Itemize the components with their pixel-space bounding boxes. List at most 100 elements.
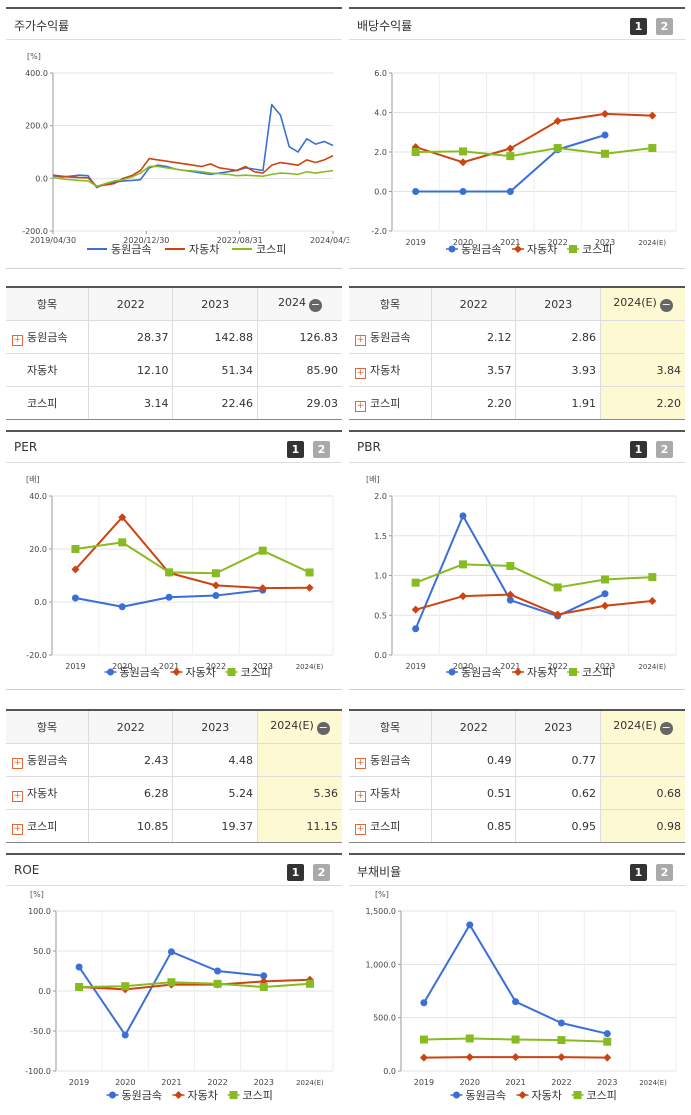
expand-icon[interactable]: + xyxy=(12,334,23,346)
y-tick-label: 2.0 xyxy=(374,492,387,501)
x-tick-label: 2019 xyxy=(414,1078,434,1087)
chart-area: [배] 2.0 1.5 1.0 0.5 0.0 2019 2020 2021 2022 2023 20… xyxy=(349,461,685,690)
data-point-auto xyxy=(601,109,609,118)
data-point-auto xyxy=(603,1053,612,1062)
data-point-company xyxy=(603,1030,611,1038)
panel-per: PER 1 2 [배] 40.0 20.0 0.0 -20.0 2019 2020 2021 2… xyxy=(6,430,342,690)
legend-marker-company xyxy=(453,1091,460,1099)
expand-icon[interactable]: + xyxy=(355,757,366,769)
x-tick-label: 2023 xyxy=(254,1078,274,1087)
page-2-button[interactable]: 2 xyxy=(656,441,673,458)
series-line-kospi xyxy=(52,165,334,188)
expand-icon[interactable]: + xyxy=(355,400,366,412)
column-header: 2023 xyxy=(515,709,601,744)
x-tick-label: 2023 xyxy=(595,662,615,671)
row-name-cell: + 자동차 xyxy=(349,776,432,810)
data-point-kospi xyxy=(419,1035,428,1044)
data-point-company xyxy=(420,999,428,1007)
y-tick-label: 1.0 xyxy=(374,572,387,581)
data-point-kospi xyxy=(603,1037,612,1046)
x-tick-label: 2022 xyxy=(206,662,226,671)
y-tick-label: 400.0 xyxy=(25,69,48,78)
y-tick-label: 100.0 xyxy=(28,907,51,916)
page-1-button[interactable]: 1 xyxy=(287,441,304,458)
page-2-button[interactable]: 2 xyxy=(313,441,330,458)
x-tick-label: 2021 xyxy=(500,662,520,671)
page-2-button[interactable]: 2 xyxy=(313,864,330,881)
expand-icon[interactable]: + xyxy=(12,757,23,769)
legend-label: 코스피 xyxy=(587,1089,617,1102)
value-cell: 3.84 xyxy=(599,353,685,387)
expand-icon[interactable]: + xyxy=(355,790,366,802)
y-tick-label: 40.0 xyxy=(29,492,47,501)
page-1-button[interactable]: 1 xyxy=(630,18,647,35)
row-name: 동원금속 xyxy=(370,330,411,344)
data-point-company xyxy=(214,967,222,975)
panel-debt: 부채비율 1 2 [%] 1,500.0 1,000.0 500.0 0.0 2019 20… xyxy=(349,853,685,1111)
value-cell: 51.34 xyxy=(172,353,258,387)
legend-marker-kospi xyxy=(569,668,577,676)
expand-icon[interactable]: + xyxy=(355,367,366,379)
y-tick-label: -200.0 xyxy=(22,227,48,236)
page-1-button[interactable]: 1 xyxy=(630,441,647,458)
table-row: 코스피 3.14 22.46 29.03 xyxy=(6,386,342,420)
value-cell: 0.95 xyxy=(515,809,601,843)
legend-marker-auto xyxy=(172,668,181,676)
page-1-button[interactable]: 1 xyxy=(630,864,647,881)
series-line-kospi xyxy=(79,981,310,988)
value-cell: 0.49 xyxy=(430,743,516,777)
row-name: 자동차 xyxy=(370,786,401,800)
panel-header: 주가수익률 xyxy=(6,7,342,40)
y-tick-label: 200.0 xyxy=(25,122,48,131)
data-point-company xyxy=(506,188,514,195)
data-point-kospi xyxy=(601,575,609,584)
collapse-icon[interactable]: − xyxy=(659,721,673,735)
expand-icon[interactable]: + xyxy=(12,790,23,802)
legend-marker-company xyxy=(448,245,456,253)
row-name: 코스피 xyxy=(27,397,58,410)
value-cell: 3.57 xyxy=(430,353,516,387)
expand-icon[interactable]: + xyxy=(12,823,23,835)
debt-ratio-chart: [%] 1,500.0 1,000.0 500.0 0.0 2019 2020 2021 202… xyxy=(365,890,677,1102)
column-header: 2024(E) − xyxy=(599,286,685,321)
stock-return-table: 항목 2022 2023 2024− + 동원금속 28.37 142.88 126.83 자동차… xyxy=(6,286,342,420)
value-cell: 2.86 xyxy=(515,320,601,354)
value-cell: 11.15 xyxy=(256,809,342,843)
legend-marker-auto xyxy=(174,1091,183,1099)
value-cell: 0.62 xyxy=(515,776,601,810)
panel-stock-return: 주가수익률 [%] 400.0 200.0 0.0 -200.0 2019/04/30 20… xyxy=(6,7,356,269)
data-point-kospi xyxy=(75,983,84,991)
page-2-button[interactable]: 2 xyxy=(656,864,673,881)
collapse-icon[interactable]: − xyxy=(659,298,673,312)
y-tick-label: 4.0 xyxy=(374,109,387,118)
collapse-icon[interactable]: − xyxy=(316,721,330,735)
data-point-auto xyxy=(459,592,467,601)
column-header-label: 항목 xyxy=(379,298,401,311)
legend-label: 자동차 xyxy=(532,1089,562,1102)
page-2-button[interactable]: 2 xyxy=(656,18,673,35)
x-tick-label: 2021 xyxy=(159,662,179,671)
expand-icon[interactable]: + xyxy=(355,334,366,346)
y-tick-label: 500.0 xyxy=(373,1014,396,1023)
value-cell xyxy=(256,743,342,777)
row-name: 동원금속 xyxy=(27,753,68,767)
value-cell: 0.68 xyxy=(599,776,685,810)
page-1-button[interactable]: 1 xyxy=(287,864,304,881)
value-cell: 29.03 xyxy=(256,386,342,420)
x-tick-label: 2020/12/30 xyxy=(123,236,169,245)
data-point-auto xyxy=(419,1053,428,1062)
collapse-icon[interactable]: − xyxy=(308,298,322,312)
x-tick-label: 2024(E) xyxy=(296,1079,324,1087)
y-tick-label: -100.0 xyxy=(25,1067,51,1076)
legend-label: 코스피 xyxy=(582,666,612,679)
row-name-cell: + 코스피 xyxy=(6,809,89,843)
x-tick-label: 2022 xyxy=(207,1078,227,1087)
expand-icon[interactable]: + xyxy=(355,823,366,835)
data-point-kospi xyxy=(553,144,562,153)
panel-header: PBR 1 2 xyxy=(349,430,685,463)
table-row: + 자동차 0.51 0.62 0.68 xyxy=(349,776,685,810)
row-name-cell: + 자동차 xyxy=(6,776,89,810)
data-point-kospi xyxy=(459,147,467,156)
data-point-auto xyxy=(506,144,515,153)
